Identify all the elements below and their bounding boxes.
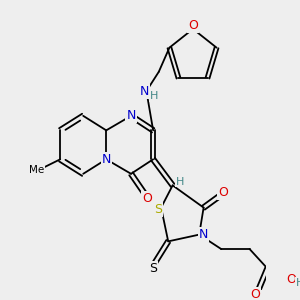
Text: N: N bbox=[199, 228, 208, 241]
Text: N: N bbox=[101, 153, 111, 166]
Text: Me: Me bbox=[29, 165, 44, 175]
Text: H: H bbox=[150, 91, 159, 101]
Text: O: O bbox=[188, 19, 198, 32]
Text: N: N bbox=[126, 110, 136, 122]
Text: H: H bbox=[176, 176, 184, 187]
Text: N: N bbox=[140, 85, 149, 98]
Text: S: S bbox=[149, 262, 157, 275]
Text: H: H bbox=[296, 278, 300, 288]
Text: O: O bbox=[142, 192, 152, 206]
Text: O: O bbox=[286, 272, 296, 286]
Text: O: O bbox=[218, 186, 228, 199]
Text: O: O bbox=[250, 288, 260, 300]
Text: S: S bbox=[154, 203, 163, 216]
